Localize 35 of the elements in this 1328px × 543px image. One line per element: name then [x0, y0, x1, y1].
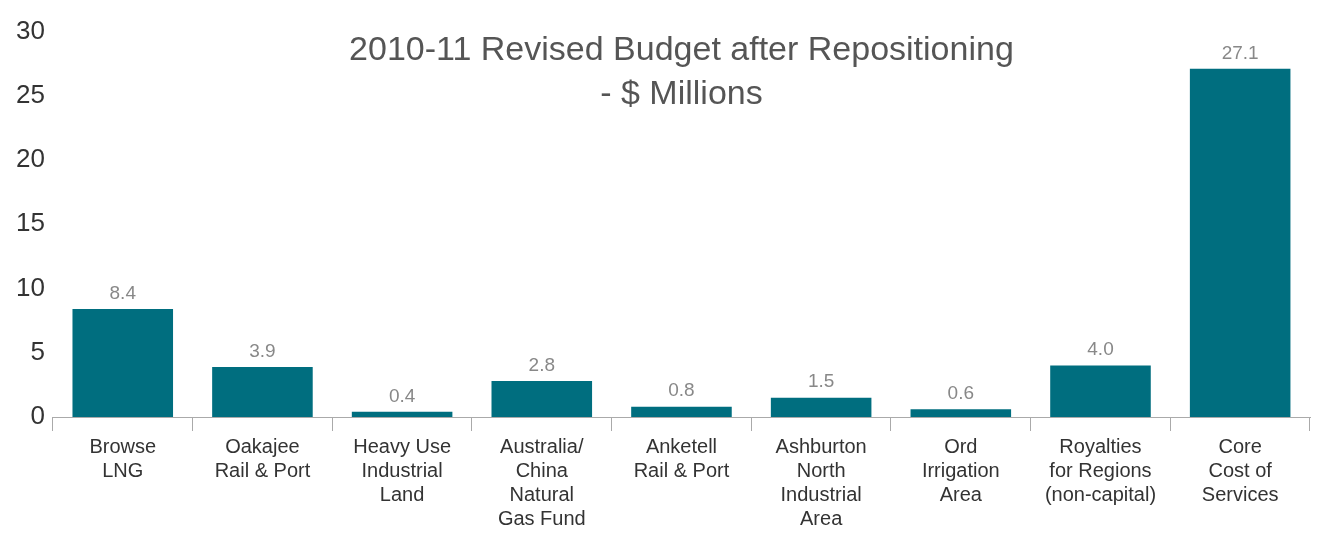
- x-tick-label: Core Cost of Services: [1201, 434, 1279, 505]
- y-tick-label: 20: [16, 143, 45, 174]
- data-label: 3.9: [249, 339, 276, 361]
- x-tick-label: Ord Irrigation Area: [921, 434, 1000, 505]
- bar: [770, 397, 872, 417]
- y-tick-label: 5: [30, 335, 45, 366]
- data-label: 2.8: [528, 353, 555, 375]
- bar: [351, 411, 453, 417]
- bar: [631, 406, 732, 417]
- bar: [910, 409, 1012, 417]
- x-tick-label: Royalties for Regions (non-capital): [1044, 434, 1157, 505]
- bar: [491, 381, 593, 417]
- bar: [72, 309, 174, 417]
- x-tick-label: Australia/ China Natural Gas Fund: [497, 434, 586, 529]
- x-tick-label: Oakajee Rail & Port: [214, 434, 311, 481]
- y-tick-label: 15: [16, 207, 45, 238]
- bar: [1050, 365, 1151, 417]
- y-tick-label: 25: [16, 79, 45, 110]
- data-label: 4.0: [1087, 338, 1114, 360]
- y-tick-label: 10: [16, 271, 45, 302]
- bar: [212, 366, 313, 417]
- bar: [1189, 68, 1291, 417]
- data-label: 1.5: [807, 370, 835, 392]
- data-label: 8.4: [109, 281, 137, 303]
- x-tick-label: Heavy Use Industrial Land: [353, 434, 452, 505]
- x-tick-label: Ashburton North Industrial Area: [775, 434, 867, 529]
- data-label: 27.1: [1221, 41, 1259, 63]
- y-tick-label: 30: [16, 14, 45, 45]
- data-label: 0.8: [668, 379, 695, 401]
- x-tick-label: Browse LNG: [89, 434, 157, 481]
- x-tick-label: Anketell Rail & Port: [633, 434, 730, 481]
- data-label: 0.6: [947, 382, 975, 404]
- y-tick-label: 0: [30, 400, 45, 431]
- data-label: 0.4: [388, 384, 416, 406]
- text: 2010-11 Revised Budget after Repositioning - $ Millions: [349, 28, 1014, 111]
